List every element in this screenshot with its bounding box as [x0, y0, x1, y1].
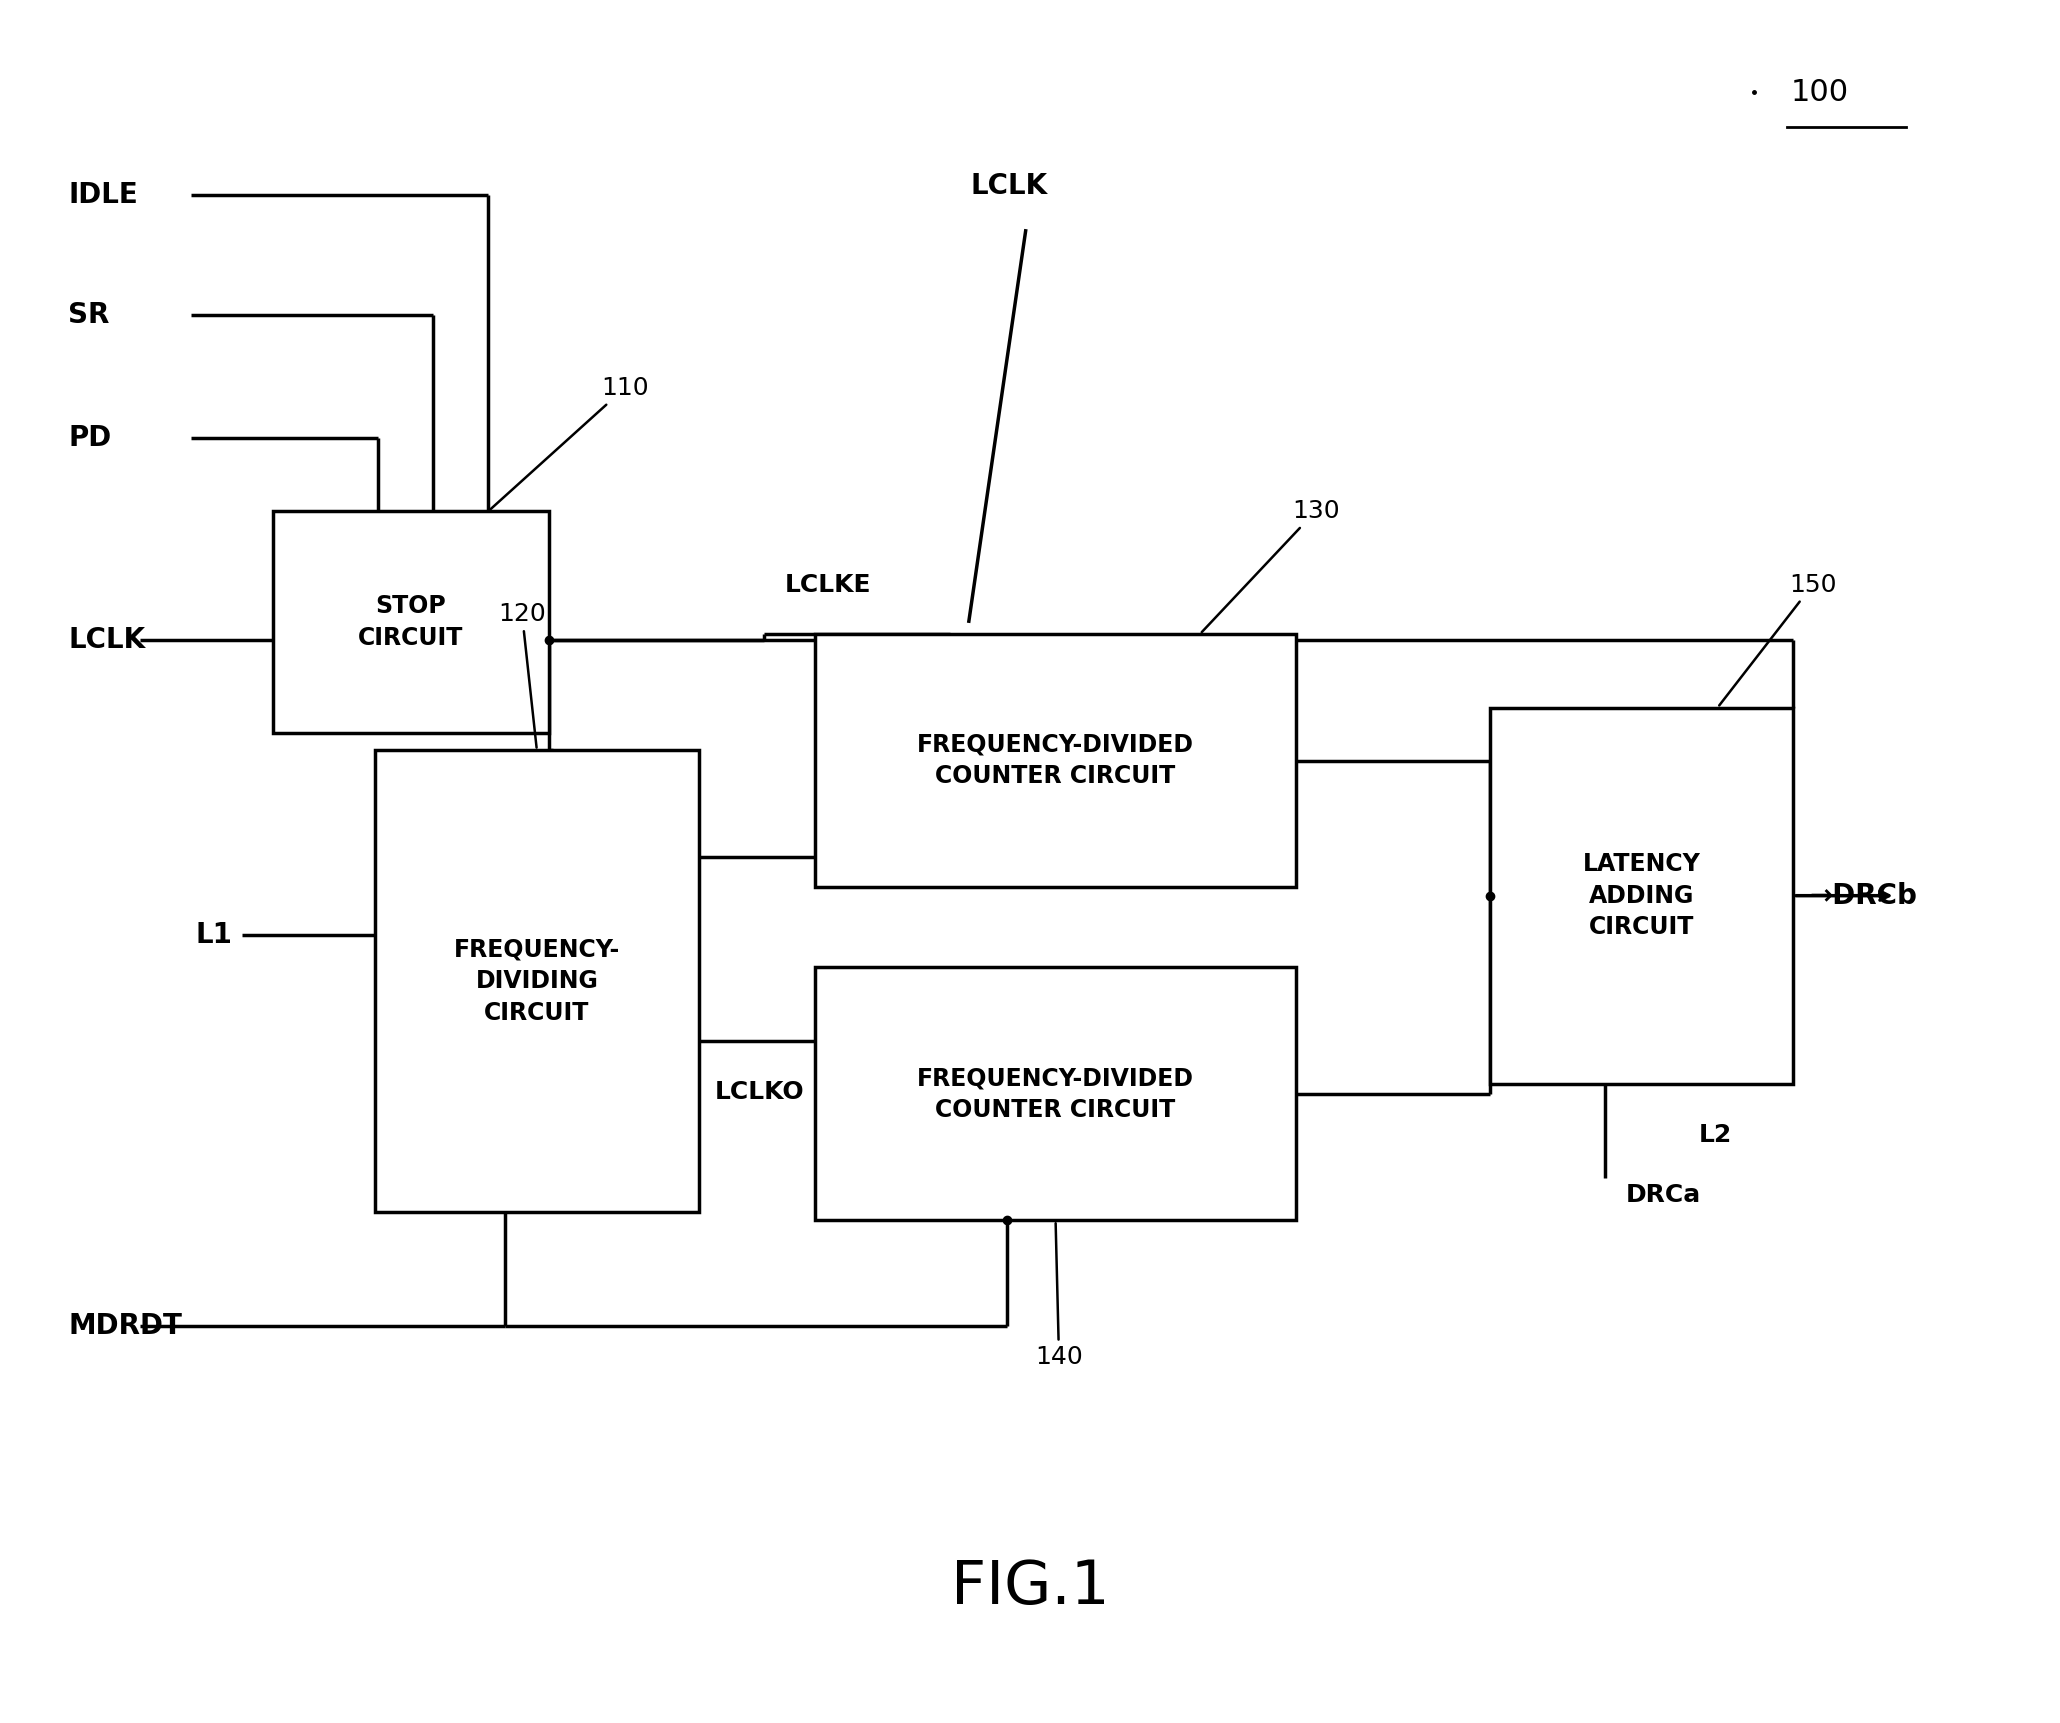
Text: 100: 100 [1790, 78, 1850, 107]
Text: FREQUENCY-DIVIDED
COUNTER CIRCUIT: FREQUENCY-DIVIDED COUNTER CIRCUIT [917, 732, 1195, 789]
Text: LCLK: LCLK [970, 172, 1049, 200]
Text: L2: L2 [1700, 1123, 1732, 1148]
Text: MDRDT: MDRDT [68, 1313, 181, 1340]
Text: STOP
CIRCUIT: STOP CIRCUIT [358, 594, 464, 650]
Text: FREQUENCY-
DIVIDING
CIRCUIT: FREQUENCY- DIVIDING CIRCUIT [453, 937, 620, 1025]
Text: LCLKE: LCLKE [785, 574, 871, 598]
Text: IDLE: IDLE [68, 181, 138, 208]
Bar [816, 968, 1296, 1220]
Text: DRCa: DRCa [1625, 1182, 1702, 1206]
Text: →DRCb: →DRCb [1809, 882, 1918, 910]
Text: FIG.1: FIG.1 [950, 1558, 1110, 1618]
Text: LCLK: LCLK [68, 625, 146, 655]
Text: LATENCY
ADDING
CIRCUIT: LATENCY ADDING CIRCUIT [1582, 853, 1702, 939]
Text: 110: 110 [490, 376, 649, 510]
Text: FREQUENCY-DIVIDED
COUNTER CIRCUIT: FREQUENCY-DIVIDED COUNTER CIRCUIT [917, 1067, 1195, 1122]
Text: PD: PD [68, 424, 111, 451]
Text: L1: L1 [196, 922, 233, 949]
Text: 120: 120 [499, 601, 546, 748]
Text: 150: 150 [1720, 572, 1838, 705]
Bar [272, 512, 550, 734]
Text: 140: 140 [1034, 1223, 1084, 1370]
Text: SR: SR [68, 300, 109, 329]
Text: LCLKO: LCLKO [715, 1080, 805, 1104]
Bar [1489, 708, 1792, 1084]
Bar [816, 634, 1296, 887]
Bar [375, 751, 698, 1211]
Text: 130: 130 [1201, 500, 1339, 632]
